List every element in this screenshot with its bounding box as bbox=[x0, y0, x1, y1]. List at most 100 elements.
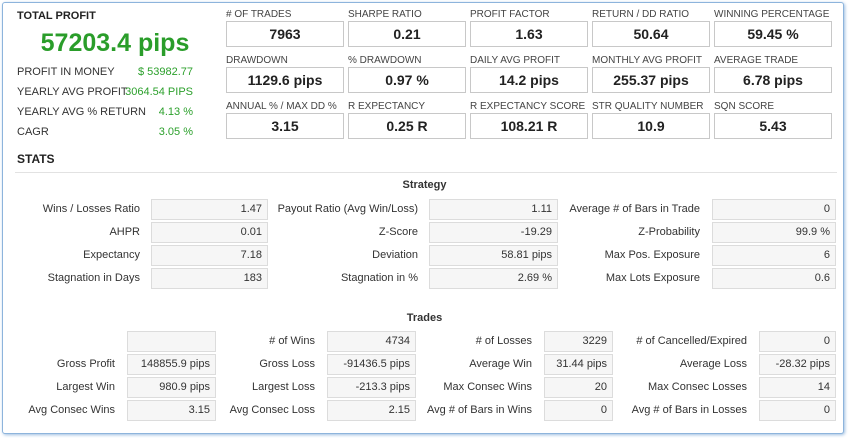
metric-value: 50.64 bbox=[592, 21, 710, 47]
stat-value: 20 bbox=[544, 377, 613, 398]
stat-value: 0.6 bbox=[712, 268, 836, 289]
stat-label: Avg Consec Loss bbox=[229, 404, 315, 416]
stat-value: 2.15 bbox=[327, 400, 416, 421]
stat-label: Gross Profit bbox=[56, 358, 115, 370]
stat-label: Average Loss bbox=[679, 358, 747, 370]
stat-label: Expectancy bbox=[83, 249, 140, 261]
stat-value: 2.69 % bbox=[429, 268, 558, 289]
metric-label: SQN SCORE bbox=[714, 101, 775, 112]
empty-box bbox=[127, 331, 216, 352]
stat-label: Z-Probability bbox=[638, 226, 700, 238]
metric-label: % DRAWDOWN bbox=[348, 55, 422, 66]
stat-label: Avg Consec Wins bbox=[28, 404, 115, 416]
metric-label: STR QUALITY NUMBER bbox=[592, 101, 704, 112]
stat-value: 4734 bbox=[327, 331, 416, 352]
metric-value: 108.21 R bbox=[470, 113, 588, 139]
metric-label: PROFIT FACTOR bbox=[470, 9, 550, 20]
stat-value: 0.01 bbox=[151, 222, 268, 243]
stat-label: Stagnation in Days bbox=[47, 272, 140, 284]
metric-value: 0.25 R bbox=[348, 113, 466, 139]
stat-label: Z-Score bbox=[378, 226, 418, 238]
stat-label: Gross Loss bbox=[259, 358, 315, 370]
section-title: Strategy bbox=[402, 179, 447, 191]
stat-value: 58.81 pips bbox=[429, 245, 558, 266]
stat-value: 6 bbox=[712, 245, 836, 266]
stat-value: 183 bbox=[151, 268, 268, 289]
stat-value: -213.3 pips bbox=[327, 377, 416, 398]
stat-value: 1.11 bbox=[429, 199, 558, 220]
stat-label: Max Consec Wins bbox=[443, 381, 532, 393]
stat-label: # of Cancelled/Expired bbox=[636, 335, 747, 347]
metric-value: 14.2 pips bbox=[470, 67, 588, 93]
total-profit: 57203.4 pips bbox=[40, 29, 190, 57]
stats-title: STATS bbox=[17, 152, 55, 166]
divider bbox=[15, 172, 837, 173]
metric-label: DAILY AVG PROFIT bbox=[470, 55, 561, 66]
metric-value: 0.21 bbox=[348, 21, 466, 47]
metric-value: 10.9 bbox=[592, 113, 710, 139]
summary-label: CAGR bbox=[17, 126, 49, 138]
stat-value: 3229 bbox=[544, 331, 613, 352]
metric-label: RETURN / DD RATIO bbox=[592, 9, 690, 20]
stat-value: 980.9 pips bbox=[127, 377, 216, 398]
metric-label: AVERAGE TRADE bbox=[714, 55, 799, 66]
metric-label: R EXPECTANCY SCORE bbox=[470, 101, 586, 112]
summary-label: YEARLY AVG PROFIT bbox=[17, 86, 128, 98]
metric-label: MONTHLY AVG PROFIT bbox=[592, 55, 703, 66]
metric-value: 59.45 % bbox=[714, 21, 832, 47]
summary-value: $ 53982.77 bbox=[137, 66, 193, 78]
stat-value: -28.32 pips bbox=[759, 354, 836, 375]
stat-value: -91436.5 pips bbox=[327, 354, 416, 375]
metric-value: 1129.6 pips bbox=[226, 67, 344, 93]
stat-label: Max Consec Losses bbox=[647, 381, 747, 393]
stat-value: 1.47 bbox=[151, 199, 268, 220]
stat-label: Max Pos. Exposure bbox=[604, 249, 700, 261]
stat-label: Average # of Bars in Trade bbox=[569, 203, 700, 215]
stat-label: # of Wins bbox=[269, 335, 315, 347]
stat-value: 14 bbox=[759, 377, 836, 398]
metric-value: 3.15 bbox=[226, 113, 344, 139]
stat-label: AHPR bbox=[109, 226, 140, 238]
metric-value: 1.63 bbox=[470, 21, 588, 47]
stat-value: -19.29 bbox=[429, 222, 558, 243]
stat-label: Payout Ratio (Avg Win/Loss) bbox=[277, 203, 418, 215]
stat-label: Avg # of Bars in Wins bbox=[427, 404, 532, 416]
stat-value: 7.18 bbox=[151, 245, 268, 266]
stat-label: Average Win bbox=[469, 358, 532, 370]
metric-label: DRAWDOWN bbox=[226, 55, 288, 66]
stat-label: Largest Win bbox=[56, 381, 115, 393]
stat-label: Stagnation in % bbox=[340, 272, 418, 284]
stat-label: Largest Loss bbox=[252, 381, 315, 393]
stat-value: 0 bbox=[712, 199, 836, 220]
metric-label: # OF TRADES bbox=[226, 9, 292, 20]
stat-value: 0 bbox=[759, 331, 836, 352]
summary-value: 3064.54 PIPS bbox=[125, 86, 193, 98]
metric-value: 5.43 bbox=[714, 113, 832, 139]
stat-label: Max Lots Exposure bbox=[605, 272, 700, 284]
stat-label: Avg # of Bars in Losses bbox=[631, 404, 747, 416]
stat-value: 99.9 % bbox=[712, 222, 836, 243]
metric-value: 0.97 % bbox=[348, 67, 466, 93]
stat-label: Deviation bbox=[372, 249, 418, 261]
summary-label: PROFIT IN MONEY bbox=[17, 66, 115, 78]
stat-value: 3.15 bbox=[127, 400, 216, 421]
metric-label: ANNUAL % / MAX DD % bbox=[226, 101, 337, 112]
stat-label: # of Losses bbox=[475, 335, 532, 347]
summary-value: 3.05 % bbox=[158, 126, 193, 138]
summary-title: TOTAL PROFIT bbox=[17, 10, 96, 22]
summary-label: YEARLY AVG % RETURN bbox=[17, 106, 146, 118]
section-title: Trades bbox=[406, 312, 443, 324]
metric-value: 7963 bbox=[226, 21, 344, 47]
stat-value: 0 bbox=[544, 400, 613, 421]
stat-value: 0 bbox=[759, 400, 836, 421]
metric-value: 255.37 pips bbox=[592, 67, 710, 93]
summary-value: 4.13 % bbox=[158, 106, 193, 118]
metric-label: WINNING PERCENTAGE bbox=[714, 9, 830, 20]
stat-label: Wins / Losses Ratio bbox=[42, 203, 140, 215]
metric-label: SHARPE RATIO bbox=[348, 9, 422, 20]
metric-value: 6.78 pips bbox=[714, 67, 832, 93]
stat-value: 31.44 pips bbox=[544, 354, 613, 375]
stat-value: 148855.9 pips bbox=[127, 354, 216, 375]
metric-label: R EXPECTANCY bbox=[348, 101, 426, 112]
